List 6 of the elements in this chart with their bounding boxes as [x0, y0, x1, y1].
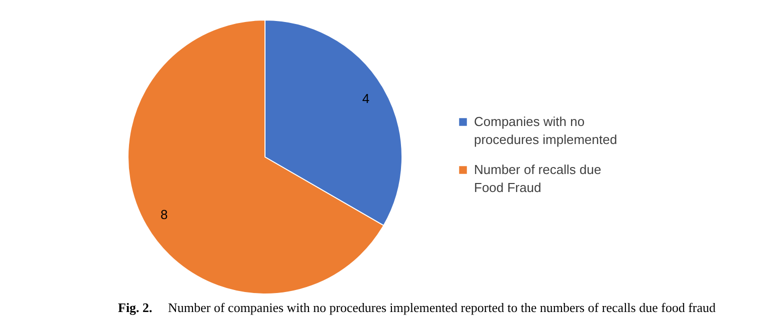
data-label: 8 — [160, 207, 168, 222]
legend-label: Number of recalls due Food Fraud — [474, 162, 602, 195]
text: Fig. 2. — [118, 300, 152, 315]
text: Number of companies with no procedures implemented reported to the numbers of recalls due food fraud — [168, 300, 716, 315]
data-label: 4 — [362, 90, 370, 106]
legend-label: Companies with no procedures implemented — [474, 114, 618, 147]
